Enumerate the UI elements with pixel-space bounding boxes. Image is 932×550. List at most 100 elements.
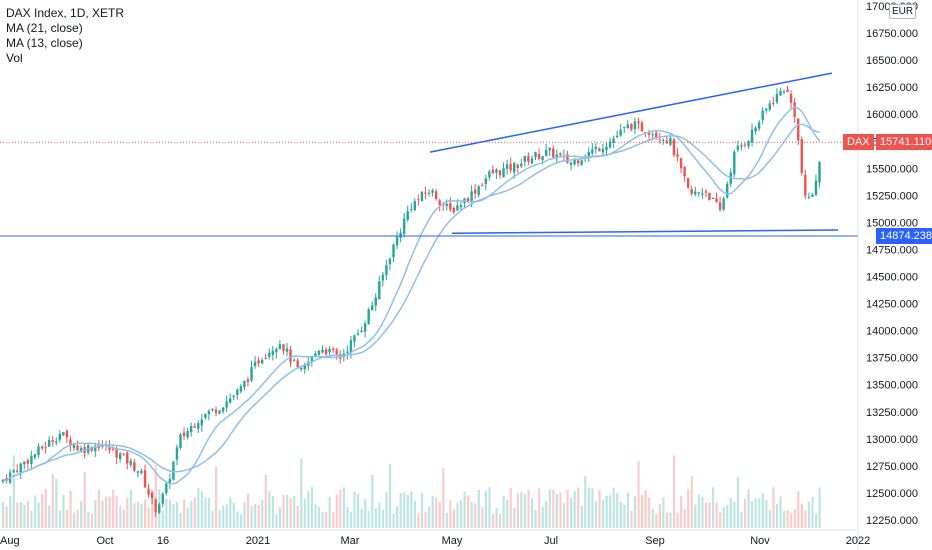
trend-lines xyxy=(0,72,858,237)
candle-body xyxy=(537,153,541,159)
volume-bar xyxy=(388,463,392,528)
volume-bar xyxy=(246,493,250,528)
volume-bar xyxy=(314,504,317,528)
resistance-trendline xyxy=(429,72,833,153)
candle-body xyxy=(402,218,406,235)
volume-bar xyxy=(332,512,335,528)
candle-body xyxy=(300,367,303,370)
volume-bar xyxy=(559,492,562,528)
candle-body xyxy=(686,178,690,188)
volume-bar xyxy=(232,502,235,528)
volume-bar xyxy=(424,511,427,528)
volume-bar xyxy=(243,502,246,528)
volume-bar xyxy=(665,512,669,528)
volume-bar xyxy=(452,508,456,528)
volume-bar xyxy=(129,489,132,528)
time-tick-label: Oct xyxy=(96,535,113,547)
candle-body xyxy=(1,479,5,482)
candle-body xyxy=(189,426,193,433)
volume-bar xyxy=(477,490,480,528)
candle-body xyxy=(76,445,79,451)
volume-bar xyxy=(62,494,65,528)
volume-bar xyxy=(289,498,292,528)
candle-body xyxy=(513,162,516,173)
volume-bar xyxy=(630,510,633,528)
candle-body xyxy=(165,483,168,494)
volume-bar xyxy=(126,497,129,528)
candles xyxy=(1,85,821,517)
candle-body xyxy=(651,134,654,136)
volume-bar xyxy=(662,497,665,528)
support-segment xyxy=(451,229,839,234)
candle-body xyxy=(516,164,519,168)
candle-body xyxy=(683,166,686,177)
volume-bar xyxy=(513,507,516,528)
volume-bar xyxy=(239,514,243,528)
volume-bar xyxy=(605,495,608,528)
candle-body xyxy=(392,244,395,258)
candle-body xyxy=(243,380,246,388)
candle-body xyxy=(197,423,200,429)
volume-bar xyxy=(268,491,271,528)
volume-bar xyxy=(179,512,182,528)
volume-bar xyxy=(410,491,413,528)
candle-body xyxy=(520,163,523,167)
candle-body xyxy=(271,350,274,355)
volume-bar xyxy=(278,507,282,528)
volume-bar xyxy=(367,511,370,528)
candle-body xyxy=(580,160,583,165)
volume-bar xyxy=(818,487,821,528)
candle-body xyxy=(122,453,125,455)
time-tick-label: May xyxy=(442,535,463,547)
volume-bar xyxy=(80,501,83,528)
volume-bar xyxy=(342,487,345,528)
candle-body xyxy=(346,351,349,353)
candle-body xyxy=(328,348,331,353)
volume-bar xyxy=(76,509,79,528)
volume-bar xyxy=(680,495,683,528)
volume-bar xyxy=(495,507,498,528)
volume-bar xyxy=(672,455,676,528)
currency-label[interactable]: EUR xyxy=(889,4,917,19)
volume-bar xyxy=(552,490,555,528)
volume-bar xyxy=(282,494,285,528)
volume-bar xyxy=(676,513,679,528)
candle-body xyxy=(658,139,661,141)
candle-body xyxy=(221,407,225,412)
candle-body xyxy=(264,357,267,359)
volume-bar xyxy=(119,505,122,528)
volume-bar xyxy=(115,496,118,528)
time-tick-label: Sep xyxy=(645,535,665,547)
volume-bar xyxy=(328,496,331,528)
volume-bar xyxy=(626,492,629,528)
candle-body xyxy=(72,444,76,448)
volume-bar xyxy=(669,512,672,528)
volume-bar xyxy=(30,510,33,528)
volume-bar xyxy=(690,476,693,528)
candle-body xyxy=(523,156,527,162)
volume-bar xyxy=(644,490,647,528)
volume-bar xyxy=(786,510,789,528)
volume-bar xyxy=(303,498,306,528)
volume-bar xyxy=(374,508,377,528)
volume-bar xyxy=(509,488,512,528)
candle-body xyxy=(101,445,104,447)
candle-body xyxy=(711,197,715,199)
candle-body xyxy=(750,129,754,143)
candle-body xyxy=(360,330,363,333)
price-tick-label: 12750.000 xyxy=(866,461,918,473)
candle-body xyxy=(541,156,544,161)
volume-bar xyxy=(687,489,690,528)
candle-body xyxy=(40,446,44,449)
volume-bar xyxy=(577,487,580,528)
candle-body xyxy=(26,460,30,464)
volume-bar xyxy=(488,487,491,528)
volume-bar xyxy=(215,466,218,528)
chart-legend: DAX Index, 1D, XETR MA (21, close) MA (1… xyxy=(6,6,124,66)
candle-body xyxy=(236,389,239,395)
volume-bar xyxy=(463,491,466,528)
volume-bar xyxy=(506,499,509,528)
candle-body xyxy=(587,151,590,157)
candle-body xyxy=(544,150,548,156)
